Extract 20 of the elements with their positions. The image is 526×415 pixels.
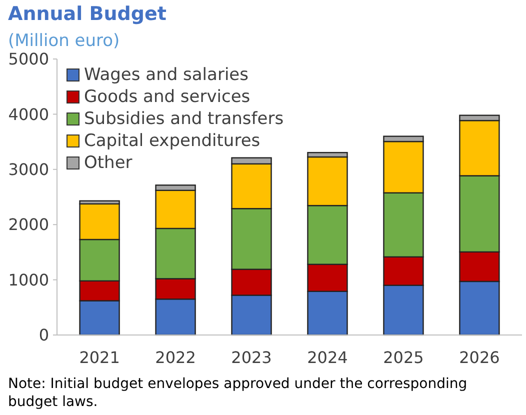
chart-title: Annual Budget (8, 3, 166, 25)
x-tick-label: 2022 (155, 348, 196, 367)
text: Note: Initial budget envelopes approved under the corresponding budget laws. (8, 376, 468, 410)
y-tick-label: 1000 (8, 270, 49, 290)
y-tick-label: 3000 (8, 160, 49, 179)
x-tick-label: 2023 (231, 348, 272, 367)
legend-label: Goods and services (84, 87, 250, 107)
legend-label: Wages and salaries (84, 65, 249, 85)
x-tick-label: 2024 (307, 348, 348, 367)
legend-label: Capital expenditures (84, 131, 260, 151)
x-tick-label: 2025 (383, 348, 424, 367)
chart-subtitle: (Million euro) (8, 31, 120, 51)
y-tick-label: 5000 (8, 50, 49, 69)
y-tick-label: 0 (38, 326, 49, 345)
legend-label: Subsidies and transfers (84, 109, 284, 129)
legend-label: Other (84, 153, 132, 173)
x-tick-label: 2021 (79, 348, 120, 367)
y-tick-label: 2000 (8, 215, 49, 234)
x-tick-label: 2026 (459, 348, 500, 367)
y-tick-label: 4000 (8, 104, 49, 124)
